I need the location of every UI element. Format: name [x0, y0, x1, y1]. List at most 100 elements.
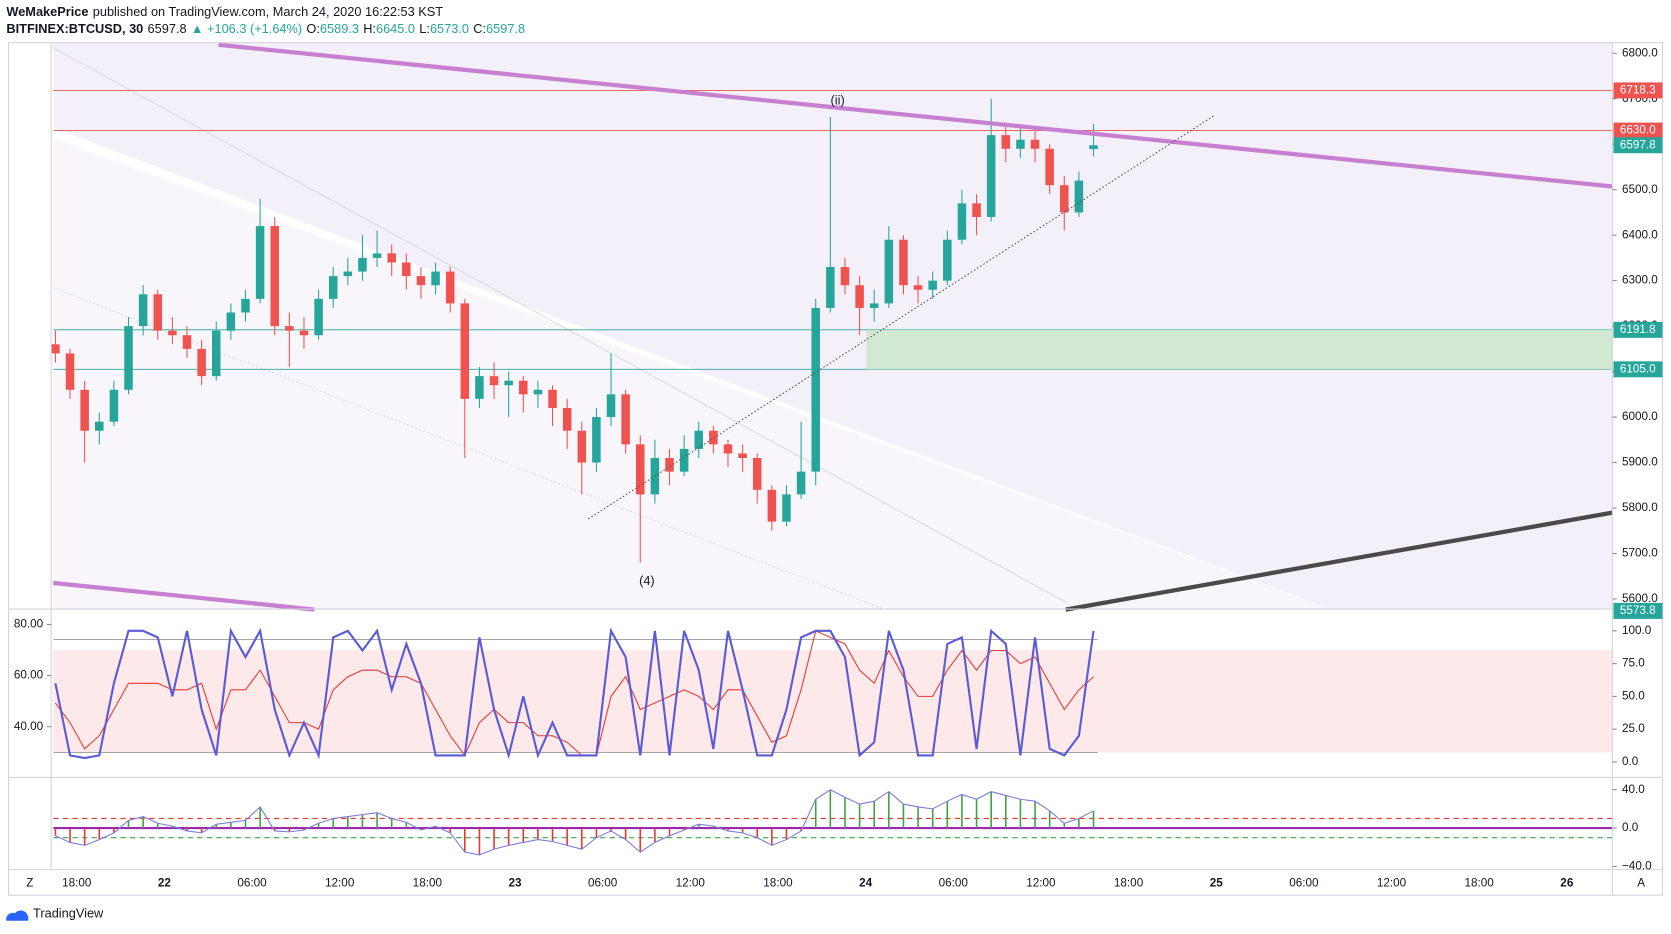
- candle-body: [460, 303, 470, 399]
- stoch-tick-label: 75.0: [1622, 657, 1645, 670]
- x-tick-label: 18:00: [62, 877, 92, 890]
- candle-body: [168, 330, 177, 336]
- candle-body: [899, 239, 908, 286]
- axes: Z A 6800.06700.06600.06500.06400.06300.0…: [7, 42, 1664, 896]
- candle-body: [752, 458, 762, 490]
- stoch-left-tick-label: 40.00: [14, 720, 44, 733]
- x-tick-label: 06:00: [1289, 877, 1319, 890]
- price-label: 6191.8: [1620, 323, 1656, 336]
- candle-body: [124, 326, 133, 390]
- candle-body: [299, 330, 309, 336]
- support-line: [1065, 510, 1613, 612]
- candle-body: [182, 335, 192, 349]
- channel-line: [53, 47, 1066, 603]
- close: 6597.8: [486, 21, 525, 36]
- hist-line: [55, 789, 1094, 856]
- candle-body: [1074, 180, 1084, 213]
- candle-body: [1030, 139, 1040, 149]
- candle-body: [782, 494, 791, 522]
- symbol: BITFINEX:BTCUSD, 30: [6, 21, 143, 36]
- x-tick-label: 12:00: [325, 877, 355, 890]
- candle-body: [211, 330, 221, 377]
- candle-body: [65, 353, 75, 390]
- hist-tick-label: 40.0: [1622, 783, 1645, 796]
- candle-body: [504, 380, 513, 386]
- stoch-left-tick-label: 60.00: [14, 669, 44, 682]
- stoch-tick-label: 50.0: [1622, 689, 1645, 702]
- x-tick-label: 22: [158, 877, 172, 890]
- candle-body: [796, 471, 806, 495]
- x-tick-label: 18:00: [1114, 877, 1144, 890]
- x-tick-label: 24: [859, 877, 873, 890]
- candle-body: [767, 489, 777, 522]
- candle-body: [95, 421, 104, 431]
- candle-body: [372, 253, 382, 258]
- candle-body: [723, 444, 733, 454]
- stoch-pane: [53, 627, 1613, 760]
- candle-body: [621, 394, 630, 445]
- y-tick-label: 6000.0: [1622, 410, 1658, 423]
- candle-body: [270, 226, 279, 327]
- x-tick-label: 12:00: [676, 877, 706, 890]
- high: 6645.0: [376, 21, 415, 36]
- price-pane: [51, 42, 1613, 610]
- candle-body: [636, 444, 645, 495]
- published-info: published on TradingView.com, March 24, …: [93, 4, 444, 19]
- candle-body: [241, 298, 250, 313]
- demand-zone: [866, 329, 1613, 370]
- change: ▲ +106.3 (+1.64%): [191, 21, 302, 36]
- candle-body: [358, 257, 367, 272]
- candle-body: [811, 307, 820, 472]
- low: 6573.0: [430, 21, 469, 36]
- candle-body: [416, 276, 426, 286]
- candle-body: [562, 407, 572, 431]
- footer-brand: TradingView: [6, 906, 104, 921]
- last-price: 6597.8: [148, 21, 187, 36]
- candle-body: [1001, 135, 1011, 149]
- drawings: (ii) (4): [53, 42, 1613, 612]
- candle-body: [606, 394, 616, 418]
- l-label: L:: [419, 21, 430, 36]
- candle-body: [679, 448, 689, 472]
- stoch-band: [53, 650, 1613, 753]
- y-tick-label: 5600.0: [1622, 592, 1658, 605]
- x-tick-label: 06:00: [939, 877, 969, 890]
- price-label-bg: [1613, 137, 1663, 154]
- stoch-d-line: [54, 630, 1094, 757]
- a-button[interactable]: A: [1637, 877, 1645, 890]
- candle-body: [972, 203, 981, 217]
- price-label-bg: [1613, 602, 1663, 619]
- candle-body: [226, 312, 236, 331]
- y-tick-label: 5700.0: [1622, 547, 1658, 560]
- candle-body: [343, 271, 353, 277]
- candle-body: [709, 430, 718, 445]
- candle-body: [855, 285, 864, 308]
- stoch-tick-label: 0.0: [1622, 755, 1639, 768]
- channel-mid-line: [53, 287, 885, 610]
- x-tick-label: 18:00: [763, 877, 793, 890]
- candle-body: [387, 253, 396, 263]
- candle-body: [548, 389, 557, 408]
- stoch-k-line: [54, 627, 1095, 760]
- brand-logo: [6, 910, 29, 921]
- candle-body: [738, 453, 747, 459]
- candle-body: [109, 389, 119, 422]
- z-button[interactable]: Z: [26, 877, 33, 890]
- header-line-1: WeMakePrice published on TradingView.com,…: [6, 4, 443, 19]
- price-label: 6630.0: [1620, 124, 1656, 137]
- candle-body: [1060, 185, 1069, 213]
- candle-body: [519, 380, 528, 395]
- candle-body: [255, 226, 265, 299]
- candle-body: [826, 267, 835, 308]
- wave-annotation: (4): [639, 573, 655, 588]
- x-tick-label: 25: [1210, 877, 1224, 890]
- channel-shade: [53, 42, 1613, 610]
- candle-body: [665, 458, 674, 472]
- candle-body: [986, 135, 996, 217]
- price-label-bg: [1613, 82, 1663, 99]
- candle-body: [928, 280, 937, 290]
- x-tick-label: 18:00: [1465, 877, 1495, 890]
- price-label: 6718.3: [1620, 84, 1656, 97]
- y-tick-label: 6800.0: [1622, 46, 1658, 59]
- c-label: C:: [473, 21, 486, 36]
